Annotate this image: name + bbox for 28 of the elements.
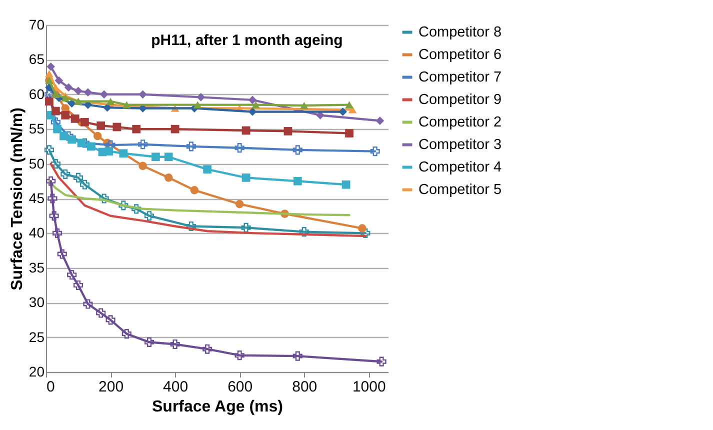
legend-label: Competitor 9	[418, 92, 502, 108]
y-tick-label: 50	[28, 155, 45, 172]
x-tick-label: 1000	[352, 378, 386, 396]
legend-label: Competitor 5	[418, 182, 502, 198]
y-tick-label: 60	[28, 86, 45, 102]
legend-label: Competitor 6	[418, 46, 502, 63]
x-tick-label: 200	[98, 378, 124, 396]
y-tick-label: 55	[28, 120, 45, 137]
y-tick-label: 65	[28, 51, 45, 68]
x-tick-label: 0	[46, 378, 55, 396]
chart-title: pH11, after 1 month ageing	[151, 32, 343, 49]
legend-label: Competitor 8	[418, 24, 502, 40]
y-axis-title: Surface Tension (mN/m)	[8, 108, 26, 290]
x-axis-title: Surface Age (ms)	[152, 398, 283, 416]
legend-label: Competitor 3	[418, 136, 502, 153]
y-tick-label: 40	[28, 224, 45, 241]
legend-label: Competitor 7	[418, 69, 502, 86]
y-tick-label: 25	[28, 328, 45, 345]
legend-label: Competitor 2	[418, 114, 502, 130]
y-tick-label: 35	[28, 259, 45, 276]
y-tick-label: 20	[28, 364, 45, 380]
y-tick-label: 70	[28, 16, 45, 32]
legend-label: Competitor 4	[418, 159, 502, 176]
y-tick-label: 30	[28, 294, 45, 310]
x-tick-label: 800	[292, 378, 318, 396]
x-tick-label: 600	[228, 378, 253, 396]
y-tick-label: 45	[28, 190, 45, 206]
x-tick-label: 400	[163, 378, 188, 396]
